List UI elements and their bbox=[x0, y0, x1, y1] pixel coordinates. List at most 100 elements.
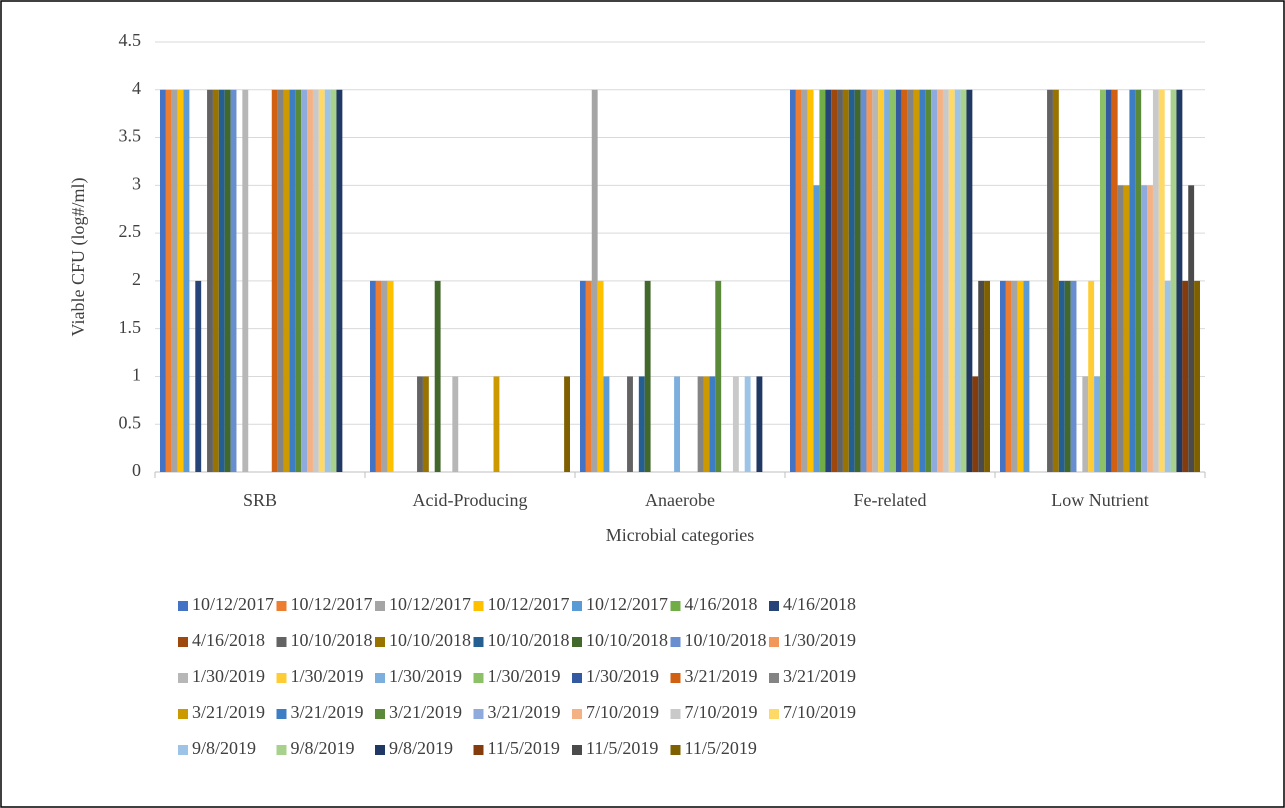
legend-label: 11/5/2019 bbox=[586, 738, 658, 758]
legend-label: 1/30/2019 bbox=[192, 666, 265, 686]
bar bbox=[1117, 185, 1124, 473]
bar bbox=[1105, 89, 1112, 473]
bar bbox=[966, 89, 973, 473]
bar bbox=[218, 89, 225, 473]
bar bbox=[289, 89, 296, 473]
legend-swatch bbox=[178, 709, 188, 719]
y-tick-label: 1.5 bbox=[119, 317, 142, 337]
legend-label: 4/16/2018 bbox=[783, 594, 856, 614]
legend-label: 3/21/2019 bbox=[783, 666, 856, 686]
legend-swatch bbox=[572, 709, 582, 719]
bar bbox=[1058, 280, 1065, 472]
bar bbox=[1194, 280, 1200, 472]
x-tick-label: Acid-Producing bbox=[413, 490, 528, 510]
bar bbox=[585, 280, 592, 472]
bar bbox=[960, 89, 967, 473]
legend-label: 1/30/2019 bbox=[291, 666, 364, 686]
y-tick-label: 4.5 bbox=[119, 30, 142, 50]
bar bbox=[854, 89, 861, 473]
bar bbox=[790, 89, 796, 473]
legend-swatch bbox=[375, 709, 385, 719]
bar bbox=[627, 376, 633, 472]
bar bbox=[160, 89, 166, 473]
bar bbox=[452, 376, 459, 472]
bar bbox=[948, 89, 955, 473]
legend-swatch bbox=[276, 745, 287, 755]
bar bbox=[271, 89, 278, 473]
bar bbox=[1141, 185, 1148, 473]
bar bbox=[984, 280, 990, 472]
legend-label: 3/21/2019 bbox=[291, 702, 364, 722]
legend-label: 7/10/2019 bbox=[586, 702, 659, 722]
bar bbox=[848, 89, 855, 473]
bar bbox=[644, 280, 651, 472]
bar bbox=[318, 89, 325, 473]
legend-label: 10/10/2018 bbox=[488, 630, 570, 650]
bar bbox=[895, 89, 902, 473]
x-tick-label: SRB bbox=[243, 490, 277, 510]
bar bbox=[1047, 89, 1053, 473]
bar bbox=[171, 89, 178, 473]
y-tick-label: 0 bbox=[132, 460, 141, 480]
bar bbox=[1111, 89, 1118, 473]
bar bbox=[919, 89, 926, 473]
bar bbox=[1052, 89, 1059, 473]
legend-label: 3/21/2019 bbox=[488, 702, 561, 722]
legend-label: 10/12/2017 bbox=[488, 594, 570, 614]
bar bbox=[242, 89, 249, 473]
bar bbox=[603, 376, 610, 472]
legend-swatch bbox=[375, 745, 385, 755]
bar bbox=[1023, 280, 1030, 472]
bar bbox=[884, 89, 890, 473]
bar bbox=[1135, 89, 1142, 473]
bar bbox=[972, 376, 979, 472]
bar bbox=[224, 89, 231, 473]
legend-label: 1/30/2019 bbox=[783, 630, 856, 650]
y-tick-label: 4 bbox=[132, 78, 141, 98]
bar bbox=[283, 89, 290, 473]
x-tick-label: Fe-related bbox=[854, 490, 927, 510]
bar bbox=[709, 376, 716, 472]
legend-label: 3/21/2019 bbox=[685, 666, 758, 686]
legend-label: 10/12/2017 bbox=[192, 594, 274, 614]
bar bbox=[277, 89, 284, 473]
legend-swatch bbox=[572, 601, 582, 611]
y-tick-label: 3 bbox=[132, 173, 141, 193]
legend-label: 4/16/2018 bbox=[192, 630, 265, 650]
legend-swatch bbox=[670, 745, 681, 755]
legend-swatch bbox=[670, 601, 681, 611]
bar bbox=[1017, 280, 1024, 472]
bar bbox=[697, 376, 704, 472]
bar bbox=[795, 89, 802, 473]
bar bbox=[324, 89, 331, 473]
bar bbox=[860, 89, 867, 473]
bar bbox=[580, 280, 586, 472]
legend-swatch bbox=[769, 673, 779, 683]
bar bbox=[756, 376, 763, 472]
legend-swatch bbox=[769, 637, 779, 647]
bar bbox=[1158, 89, 1165, 473]
bar bbox=[831, 89, 838, 473]
legend-label: 7/10/2019 bbox=[685, 702, 758, 722]
legend-swatch bbox=[670, 637, 681, 647]
legend-swatch bbox=[276, 709, 287, 719]
legend-swatch bbox=[473, 673, 484, 683]
legend-label: 10/10/2018 bbox=[291, 630, 373, 650]
bar bbox=[925, 89, 932, 473]
bar bbox=[375, 280, 382, 472]
bar bbox=[674, 376, 680, 472]
bar bbox=[890, 89, 896, 473]
bar bbox=[715, 280, 722, 472]
bar bbox=[813, 185, 820, 473]
y-axis-title: Viable CFU (log#/ml) bbox=[68, 178, 89, 337]
bar bbox=[212, 89, 219, 473]
x-tick-label: Anaerobe bbox=[645, 490, 715, 510]
legend-label: 9/8/2019 bbox=[389, 738, 453, 758]
bar bbox=[591, 89, 598, 473]
bar bbox=[434, 280, 441, 472]
bar bbox=[1147, 185, 1153, 473]
bar bbox=[1100, 89, 1106, 473]
bar bbox=[1164, 280, 1171, 472]
bar bbox=[942, 89, 949, 473]
